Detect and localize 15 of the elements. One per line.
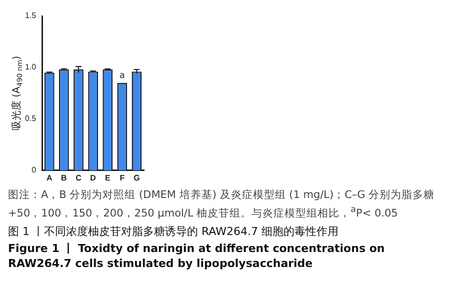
x-tick-label: C (76, 173, 82, 182)
x-tick-label: B (61, 173, 68, 182)
x-tick-label: F (120, 173, 125, 182)
text: 图注：A，B 分别为对照组 (DMEM 培养基) 及炎症模型组 (1 mg/L)；C–G 分别为脂多糖 +50，100，150，200，250 μmol/L 柚皮苷组。与炎症模型组相比，$^{a}$P< 0.05 (8, 188, 436, 222)
y-tick-label: 1.0 (24, 62, 37, 72)
y-tick-label: 0.5 (24, 114, 37, 124)
caption: Figure 1 丨 Toxidty of naringin at different concentrations on RAW264.7 cells stimulated by lipopolysaccharide (8, 240, 386, 270)
x-tick-label: E (104, 173, 111, 182)
annotation: a (119, 70, 125, 81)
x-tick-label: A (46, 173, 53, 182)
y-tick-label: 1.5 (24, 11, 37, 20)
x-tick-label: D (90, 173, 96, 182)
caption: 图 1 丨不同浓度柚皮苷对脂多糖诱导的 RAW264.7 细胞的毒性作用 (8, 224, 340, 238)
y-tick-label: 0 (32, 166, 37, 175)
x-tick-label: G (134, 173, 140, 182)
